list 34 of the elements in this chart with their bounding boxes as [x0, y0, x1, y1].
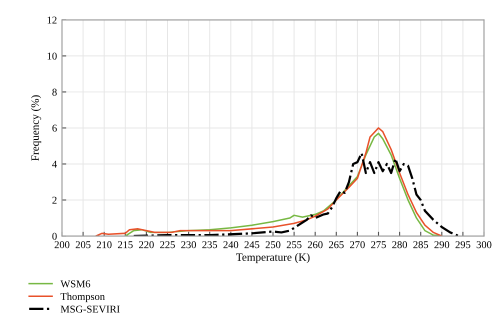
x-tick-label: 225: [160, 241, 175, 248]
legend-label: WSM6: [60, 280, 90, 288]
x-tick-label: 290: [434, 241, 450, 248]
x-tick-label: 260: [308, 241, 323, 248]
x-tick-label: 220: [139, 241, 154, 248]
x-tick-label: 300: [476, 241, 492, 248]
y-tick-label: 0: [52, 232, 57, 240]
line-series: [132, 152, 460, 236]
y-tick-label: 8: [52, 88, 57, 96]
x-tick-label: 250: [266, 241, 280, 248]
y-tick-label: 2: [52, 196, 57, 204]
y-tick-label: 12: [48, 16, 57, 24]
x-tick-label: 280: [392, 241, 408, 248]
legend-label: MSG-SEVIRI: [60, 306, 120, 313]
x-tick-label: 295: [456, 241, 470, 248]
x-tick-label: 285: [413, 241, 428, 248]
x-tick-label: 245: [244, 241, 260, 248]
y-tick-label: 6: [52, 124, 57, 132]
x-tick-label: 240: [223, 241, 238, 248]
legend-label: Thompson: [60, 292, 105, 302]
x-tick-label: 265: [328, 241, 344, 248]
x-tick-label: 210: [96, 241, 112, 248]
x-tick-label: 200: [54, 241, 70, 248]
y-axis-title: Frequency (%): [31, 95, 42, 161]
y-tick-label: 10: [48, 52, 57, 60]
y-tick-label: 4: [52, 160, 57, 168]
x-axis-title: Temperature (K): [236, 253, 310, 264]
x-tick-label: 215: [118, 241, 133, 248]
x-tick-label: 230: [181, 241, 196, 248]
x-tick-label: 255: [286, 241, 302, 248]
x-tick-label: 275: [371, 241, 386, 248]
x-tick-label: 270: [350, 241, 365, 248]
x-tick-label: 235: [202, 241, 218, 248]
x-tick-label: 205: [76, 241, 91, 248]
